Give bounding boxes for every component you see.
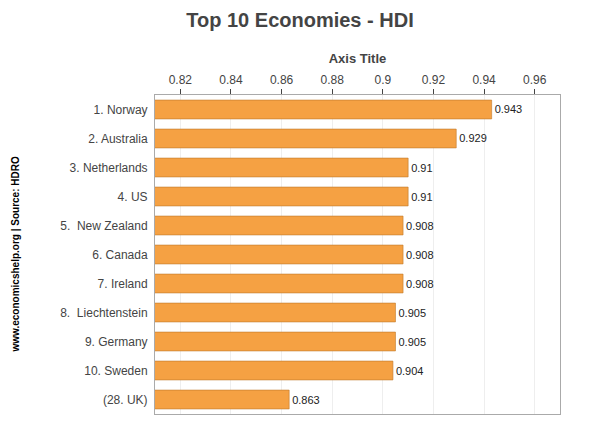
svg-text:3. Netherlands: 3. Netherlands xyxy=(70,161,148,175)
svg-text:0.904: 0.904 xyxy=(396,365,424,377)
svg-text:Axis Title: Axis Title xyxy=(329,51,387,66)
svg-text:2. Australia: 2. Australia xyxy=(88,132,148,146)
svg-text:1. Norway: 1. Norway xyxy=(94,103,148,117)
svg-text:0.91: 0.91 xyxy=(411,162,432,174)
svg-text:0.91: 0.91 xyxy=(411,191,432,203)
svg-text:0.9: 0.9 xyxy=(374,73,391,87)
svg-text:(28. UK): (28. UK) xyxy=(103,393,148,407)
svg-text:0.863: 0.863 xyxy=(292,394,320,406)
svg-text:0.94: 0.94 xyxy=(472,73,496,87)
svg-text:5. New Zealand: 5. New Zealand xyxy=(60,219,147,233)
svg-text:www.economicshelp.org | Source: www.economicshelp.org | Source: HDRO xyxy=(10,156,21,352)
svg-text:9. Germany: 9. Germany xyxy=(85,335,148,349)
svg-text:10. Sweden: 10. Sweden xyxy=(84,364,147,378)
svg-text:0.92: 0.92 xyxy=(422,73,446,87)
svg-text:6. Canada: 6. Canada xyxy=(92,248,148,262)
svg-text:0.908: 0.908 xyxy=(406,249,434,261)
svg-text:7. Ireland: 7. Ireland xyxy=(98,277,148,291)
svg-text:0.86: 0.86 xyxy=(270,73,294,87)
svg-text:0.905: 0.905 xyxy=(398,307,426,319)
svg-text:0.84: 0.84 xyxy=(219,73,243,87)
svg-text:0.88: 0.88 xyxy=(321,73,345,87)
svg-text:0.908: 0.908 xyxy=(406,220,434,232)
svg-text:8. Liechtenstein: 8. Liechtenstein xyxy=(60,306,147,320)
svg-text:0.905: 0.905 xyxy=(398,336,426,348)
svg-text:0.82: 0.82 xyxy=(169,73,193,87)
svg-text:0.943: 0.943 xyxy=(495,103,523,115)
svg-text:0.96: 0.96 xyxy=(523,73,547,87)
svg-text:0.929: 0.929 xyxy=(459,132,487,144)
svg-text:4. US: 4. US xyxy=(118,190,148,204)
svg-text:0.908: 0.908 xyxy=(406,278,434,290)
svg-text:Top 10 Economies - HDI: Top 10 Economies - HDI xyxy=(186,9,413,31)
